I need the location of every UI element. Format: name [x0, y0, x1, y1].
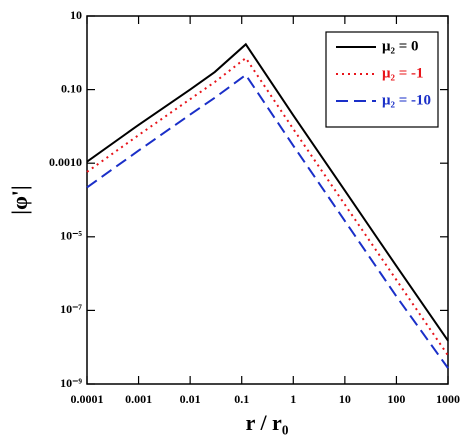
- y-tick-label: 10: [70, 8, 82, 22]
- x-tick-label: 1: [290, 392, 296, 406]
- y-tick-label: 0.10: [61, 81, 82, 95]
- x-tick-label: 0.1: [234, 392, 249, 406]
- y-tick-label: 10⁻⁷: [60, 302, 82, 316]
- x-tick-label: 1000: [436, 392, 460, 406]
- x-tick-label: 0.01: [180, 392, 201, 406]
- series-line: [86, 56, 449, 356]
- y-tick-label: 10⁻⁹: [60, 376, 82, 390]
- x-tick-label: 10: [339, 392, 351, 406]
- plot-frame: [86, 15, 449, 385]
- legend-label: μ₂ = 0: [382, 38, 419, 54]
- x-tick-label: 100: [387, 392, 405, 406]
- y-tick-label: 0.0010: [49, 155, 82, 169]
- y-axis-label: |φ'|: [7, 185, 32, 215]
- series-line: [86, 42, 449, 342]
- legend-label: μ₂ = -1: [382, 65, 424, 81]
- y-tick-label: 10⁻⁵: [60, 229, 82, 243]
- legend-label: μ₂ = -10: [382, 92, 431, 108]
- x-tick-label: 0.0001: [71, 392, 104, 406]
- x-axis-label: r / r₀: [246, 410, 289, 435]
- x-tick-label: 0.001: [125, 392, 152, 406]
